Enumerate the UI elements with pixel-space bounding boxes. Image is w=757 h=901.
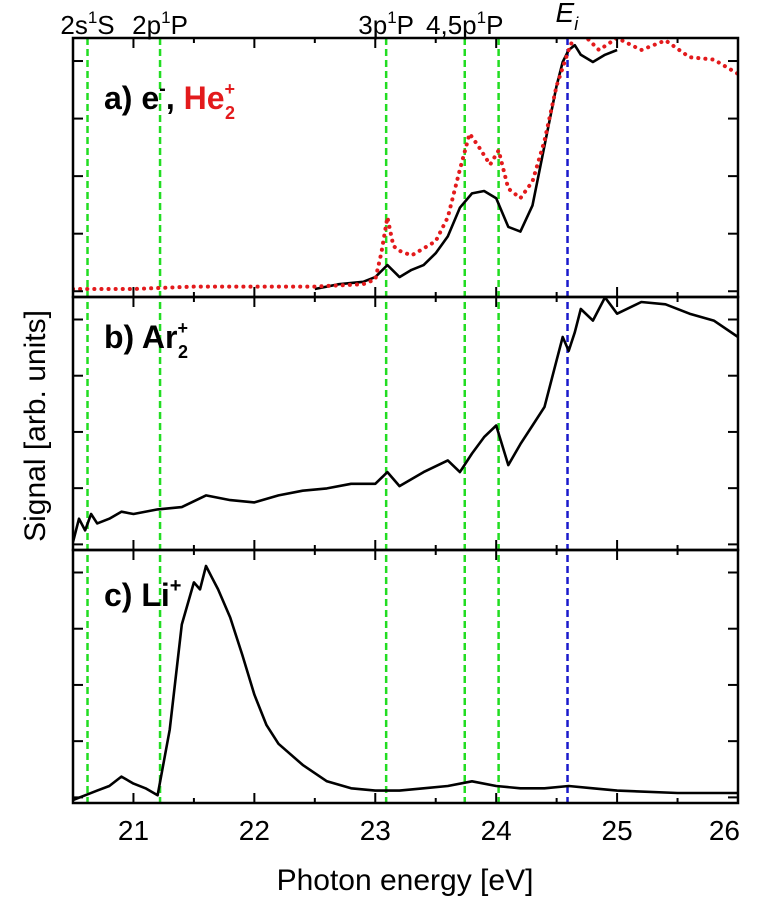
x-axis-title: Photon energy [eV] — [277, 864, 534, 897]
x-tick-label: 21 — [118, 815, 149, 846]
x-tick-label: 24 — [481, 815, 512, 846]
transition-label-2: 3p1P — [358, 8, 414, 40]
transition-label-1: 2p1P — [132, 8, 188, 40]
panel-label-b: b) Ar+ 2 — [104, 318, 188, 362]
x-tick-label: 22 — [239, 815, 270, 846]
series-line-a-0 — [314, 43, 618, 291]
x-tick-label: 26 — [709, 815, 740, 846]
panel-label-a: a) e-, He+ 2 — [104, 78, 235, 123]
panel-label-c: c) Li+ — [104, 575, 181, 613]
series-line-b-0 — [73, 297, 738, 543]
transition-lines — [86, 38, 569, 803]
series-layer — [73, 38, 738, 802]
axis-ticks: 21 22 23 24 25 26 — [73, 38, 740, 846]
series-line-c-0 — [73, 564, 738, 802]
panel-frame-a — [71, 36, 740, 299]
transition-label-3: 4,5p1P — [426, 8, 503, 40]
series-line-a-1 — [73, 38, 738, 291]
panel-frames — [71, 36, 740, 805]
panel-frame-c — [71, 548, 740, 805]
x-tick-label: 23 — [360, 815, 391, 846]
transition-labels: 2s1S 2p1P 3p1P 4,5p1P Ei — [60, 0, 579, 40]
transition-label-0: 2s1S — [60, 8, 114, 40]
x-tick-label: 25 — [602, 815, 633, 846]
ionization-energy-label: Ei — [556, 0, 580, 34]
panel-labels: a) e-, He+ 2 b) Ar+ 2 c) Li+ — [104, 78, 235, 613]
y-axis-title: Signal [arb. units] — [19, 310, 52, 542]
